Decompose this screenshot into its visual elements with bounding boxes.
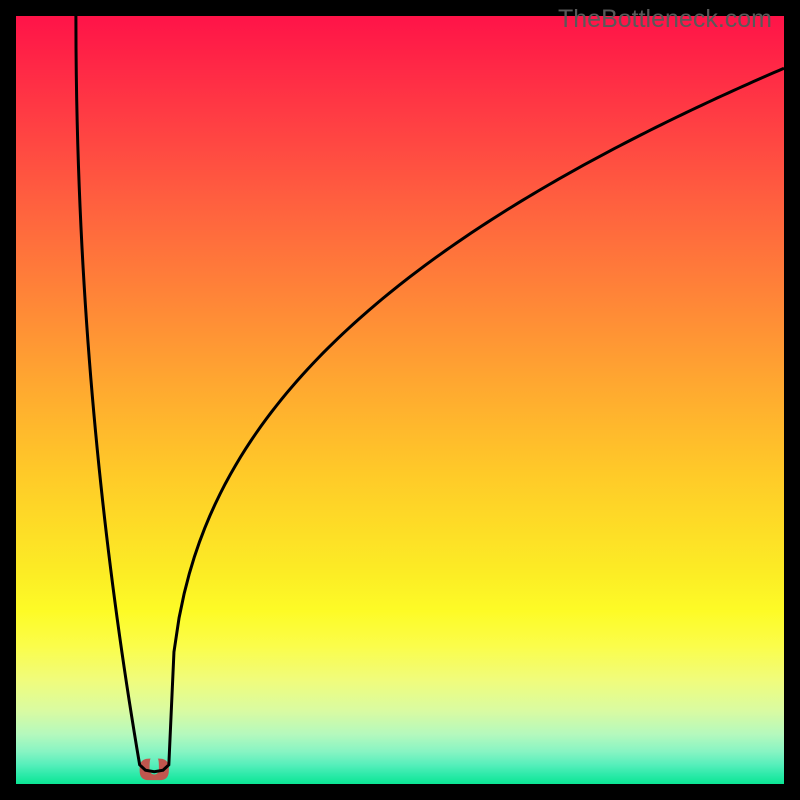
plot-background — [16, 16, 784, 784]
watermark-text: TheBottleneck.com — [558, 5, 772, 34]
bottleneck-chart — [0, 0, 800, 800]
